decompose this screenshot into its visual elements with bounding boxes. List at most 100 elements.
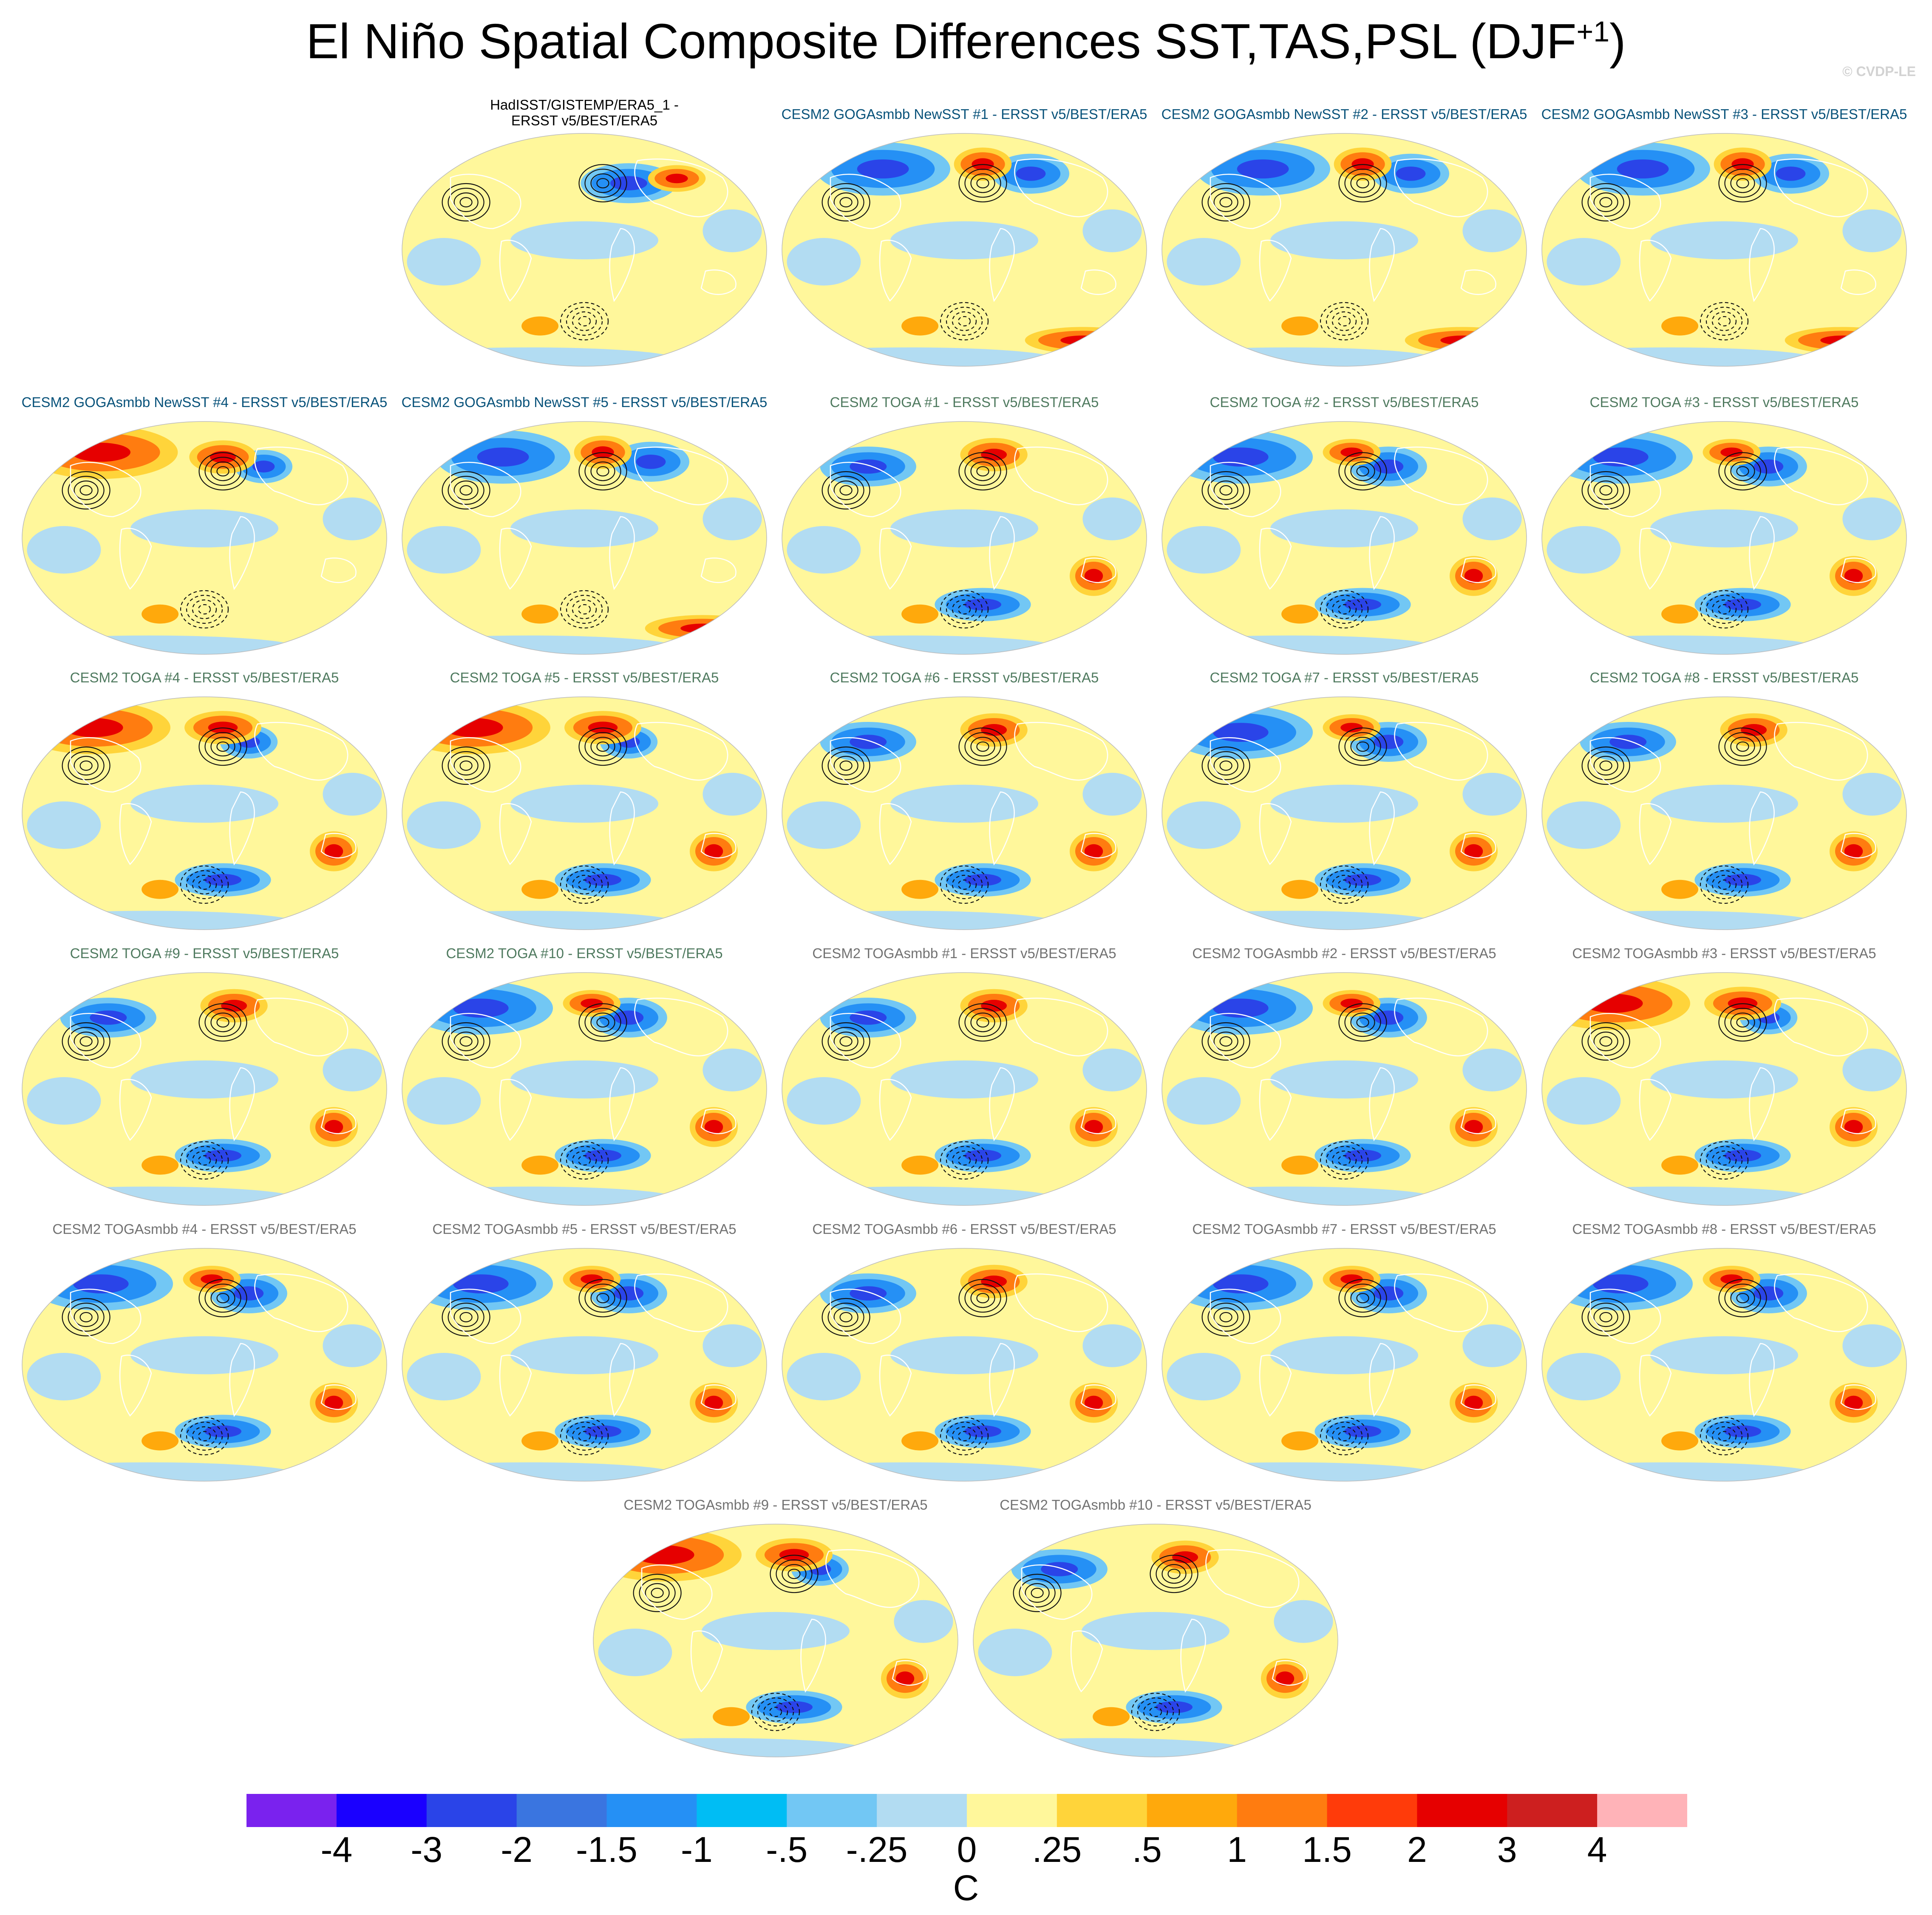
psl-contour <box>1337 604 1351 615</box>
panel-title: CESM2 GOGAsmbb NewSST #1 - ERSST v5/BEST… <box>728 106 1200 122</box>
field-blob <box>610 176 647 190</box>
psl-contour <box>1344 732 1381 761</box>
psl-contour <box>572 874 597 895</box>
psl-contour <box>1344 1284 1381 1313</box>
coastline <box>1749 1343 1775 1417</box>
map-border <box>1161 1248 1527 1482</box>
psl-contour <box>1700 1141 1749 1180</box>
coastline <box>499 528 532 590</box>
psl-contour <box>763 1702 788 1722</box>
psl-contour <box>833 1031 858 1052</box>
field-blob <box>581 999 603 1008</box>
field-blob <box>890 784 1038 823</box>
map-border <box>1541 972 1907 1206</box>
field-blob <box>1167 801 1241 849</box>
coastline <box>700 1384 737 1410</box>
field-blob <box>324 1120 343 1134</box>
coastline <box>70 1288 142 1344</box>
panel-title: CESM2 GOGAsmbb NewSST #3 - ERSST v5/BEST… <box>1488 106 1932 122</box>
field-blob <box>1650 1336 1798 1375</box>
field-blob <box>964 874 1001 886</box>
coastline <box>1210 1013 1281 1069</box>
coastline <box>499 1079 532 1141</box>
psl-contour <box>1730 737 1755 757</box>
field-blob <box>1082 772 1142 816</box>
coastline <box>1394 447 1488 506</box>
psl-contour <box>839 1036 853 1047</box>
field-blob <box>1776 167 1806 181</box>
panel-title-line: CESM2 TOGA #2 - ERSST v5/BEST/ERA5 <box>1210 394 1479 410</box>
psl-contour <box>1320 590 1369 629</box>
field-blob <box>521 1155 559 1175</box>
field-blob <box>1340 1274 1363 1284</box>
psl-contour <box>952 311 977 331</box>
field-blob <box>901 1431 939 1451</box>
map-panel: CESM2 GOGAsmbb NewSST #2 - ERSST v5/BEST… <box>1159 106 1529 370</box>
psl-contour <box>459 1312 473 1323</box>
field-blob <box>1082 209 1142 252</box>
coastline <box>1774 1273 1868 1332</box>
map-border <box>782 1248 1147 1482</box>
psl-contour <box>1219 1036 1232 1047</box>
panel-title-line: CESM2 TOGA #6 - ERSST v5/BEST/ERA5 <box>830 670 1099 685</box>
field-blob <box>323 1048 382 1092</box>
map-plot <box>1161 421 1527 655</box>
coastline <box>1589 461 1661 518</box>
map-plot <box>1161 972 1527 1206</box>
coastline <box>1840 1384 1876 1410</box>
field-blob <box>521 1431 559 1451</box>
coastline <box>1259 1355 1292 1417</box>
field-blob <box>850 1010 887 1025</box>
colorbar-swatch <box>1057 1794 1147 1827</box>
coastline <box>1014 998 1108 1057</box>
field-blob <box>510 221 658 260</box>
psl-contour <box>1599 485 1612 496</box>
psl-contour <box>186 870 223 900</box>
field-blob <box>1270 221 1418 260</box>
psl-contour <box>1736 466 1749 477</box>
field-blob <box>1547 1077 1621 1125</box>
psl-contour <box>958 316 971 327</box>
psl-contour <box>958 604 971 615</box>
panel-title-line: HadISST/GISTEMP/ERA5_1 - <box>490 97 679 113</box>
psl-contour <box>578 727 627 766</box>
coastline <box>1639 528 1672 590</box>
map-panel: CESM2 TOGA #7 - ERSST v5/BEST/ERA5 <box>1159 670 1529 933</box>
psl-contour <box>976 466 989 477</box>
psl-contour <box>1700 302 1749 341</box>
map-panel: CESM2 TOGA #9 - ERSST v5/BEST/ERA5 <box>20 945 389 1209</box>
psl-contour <box>833 1307 858 1327</box>
psl-contour <box>578 316 591 327</box>
field-blob <box>142 880 179 899</box>
coastline <box>1639 1355 1672 1417</box>
field-blob <box>703 1324 762 1367</box>
psl-contour <box>578 604 591 615</box>
psl-contour <box>1356 466 1369 477</box>
psl-contour <box>839 1312 853 1323</box>
field-blob <box>510 1060 658 1099</box>
panel-title-line: CESM2 TOGAsmbb #1 - ERSST v5/BEST/ERA5 <box>812 945 1116 961</box>
psl-contour <box>833 755 858 776</box>
colorbar-tick-label: -3 <box>411 1830 443 1870</box>
psl-contour <box>1581 471 1630 510</box>
psl-contour <box>827 475 864 505</box>
psl-contour <box>1337 316 1351 327</box>
field-blob <box>1270 1060 1418 1099</box>
coastline <box>450 173 521 229</box>
field-blob <box>850 1286 887 1301</box>
field-blob <box>703 497 762 540</box>
field-blob <box>1661 880 1699 899</box>
psl-contour <box>970 1013 995 1032</box>
psl-contour <box>1730 1013 1755 1032</box>
psl-contour <box>1167 1569 1181 1579</box>
map-border <box>22 421 387 655</box>
psl-contour <box>946 1421 983 1451</box>
psl-contour <box>1331 1426 1357 1446</box>
coastline <box>1259 528 1292 590</box>
coastline <box>690 1630 723 1692</box>
colorbar-tick-label: 4 <box>1587 1830 1607 1870</box>
psl-contour <box>1350 173 1375 193</box>
colorbar-tick-label: -1.5 <box>576 1830 637 1870</box>
coastline <box>70 737 142 793</box>
panel-title-line: CESM2 GOGAsmbb NewSST #3 - ERSST v5/BEST… <box>1541 106 1907 122</box>
